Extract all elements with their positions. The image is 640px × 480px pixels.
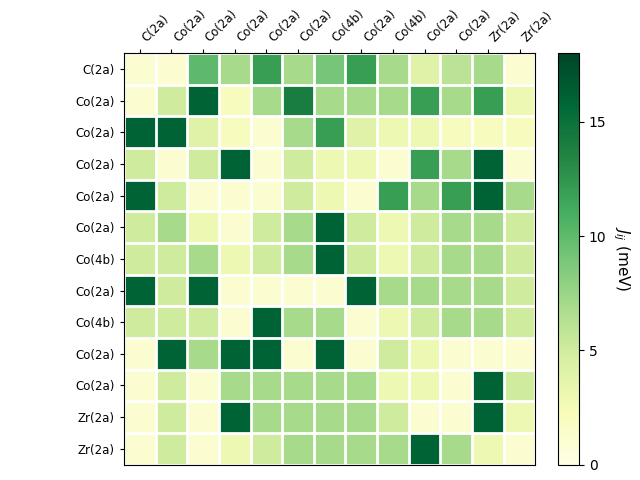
Y-axis label: $J_{ij}$ (meV): $J_{ij}$ (meV) [611, 226, 632, 291]
